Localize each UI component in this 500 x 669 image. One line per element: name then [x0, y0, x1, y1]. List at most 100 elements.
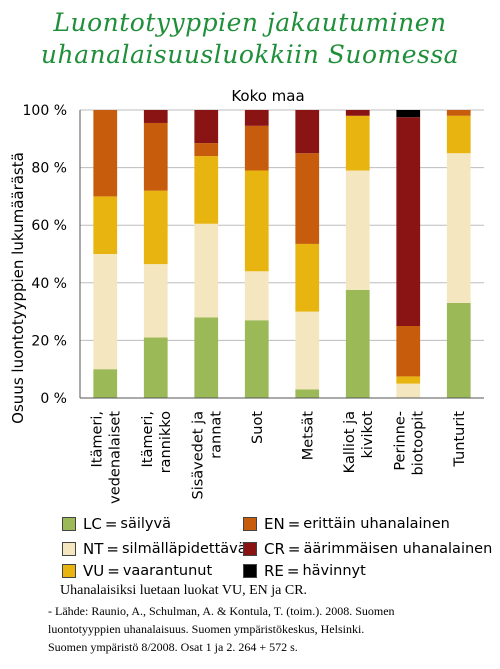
x-tick-label-line: Sisävedet ja [190, 411, 206, 500]
y-tick-label: 40 % [31, 276, 67, 292]
bar-segment-lc [194, 317, 219, 398]
bar-segment-cr [244, 110, 269, 126]
bar-segment-vu [396, 376, 421, 384]
bar-segment-nt [345, 170, 370, 290]
x-tick-label: Metsät [300, 411, 316, 461]
source-line-2: luontotyyppien uhanalaisuus. Suomen ympä… [48, 622, 365, 636]
axes [79, 110, 484, 399]
chart-title: Koko maa [231, 87, 304, 105]
x-tick-label: Sisävedet ja rannat [190, 411, 224, 500]
legend-item-re: RE = hävinnyt [243, 561, 366, 581]
legend-abbr: CR [264, 540, 285, 558]
bar-segment-vu [446, 115, 471, 154]
legend-swatch [62, 542, 76, 556]
bar-segment-cr [143, 110, 168, 123]
x-tick-label-line: Itämeri, [89, 411, 105, 468]
note-text: Uhanalaisiksi luetaan luokat VU, EN ja C… [60, 583, 308, 598]
bar-segment-vu [143, 190, 168, 265]
source-line-1: - Lähde: Raunio, A., Schulman, A. & Kont… [48, 604, 395, 618]
legend-swatch [243, 542, 257, 556]
legend-item-cr: CR = äärimmäisen uhanalainen [243, 539, 492, 559]
legend-abbr: LC [83, 515, 102, 533]
legend-swatch [62, 564, 76, 578]
legend-label: säilyvä [120, 516, 171, 532]
legend-item-nt: NT = silmälläpidettävä [62, 539, 247, 559]
x-tick-label-line: rannikko [158, 411, 174, 474]
bar-segment-re [396, 110, 421, 118]
bar-segment-vu [345, 115, 370, 171]
legend-abbr: RE [264, 562, 284, 580]
legend-equals: = [287, 540, 301, 558]
stacked-bar-chart: Koko maa Osuus luontotyyppien lukumääräs… [9, 87, 484, 504]
x-tick-label: Tunturit [452, 411, 468, 468]
y-tick-label: 80 % [31, 161, 67, 177]
bar-segment-cr [396, 117, 421, 326]
y-axis-label: Osuus luontotyyppien lukumäärästä [9, 152, 27, 424]
x-tick-label-line: Itämeri, [140, 411, 156, 468]
legend-equals: = [106, 540, 119, 558]
x-tick-label-line: Perinne- [392, 411, 408, 471]
bar-segment-cr [295, 110, 320, 154]
legend-item-lc: LC = säilyvä [62, 514, 171, 534]
bar-segment-en [143, 122, 168, 191]
legend-label: silmälläpidettävä [121, 541, 247, 557]
legend-equals: = [107, 562, 120, 580]
bar-segment-nt [295, 311, 320, 390]
bar-segment-en [244, 125, 269, 171]
bar-segment-lc [93, 369, 118, 398]
x-tick-label-line: kivikot [360, 411, 376, 459]
bar-segment-nt [244, 271, 269, 321]
x-tick-label-line: Metsät [300, 411, 316, 461]
bar-segment-vu [194, 156, 219, 224]
legend-abbr: VU [83, 562, 105, 580]
y-tick-labels: 0 % 20 % 40 % 60 % 80 % 100 % [23, 103, 67, 407]
bar-segment-en [396, 326, 421, 377]
legend-label: erittäin uhanalainen [303, 516, 450, 532]
x-tick-label-line: biotoopit [410, 411, 426, 476]
bar-segment-en [295, 153, 320, 244]
bars [93, 110, 471, 398]
bar-segment-cr [194, 110, 219, 144]
bar-segment-lc [345, 290, 370, 398]
x-tick-label: Suot [250, 411, 266, 444]
bar-segment-nt [396, 383, 421, 398]
x-tick-label-line: Tunturit [452, 411, 468, 468]
x-tick-label: Itämeri, rannikko [140, 411, 174, 474]
source-line-3: Suomen ympäristö 8/2008. Osat 1 ja 2. 26… [48, 640, 298, 654]
legend-label: vaarantunut [122, 563, 213, 579]
legend-item-vu: VU = vaarantunut [62, 561, 212, 581]
bar-segment-nt [194, 223, 219, 318]
bar-segment-cr [345, 110, 370, 116]
legend-swatch [243, 517, 257, 531]
legend-swatch [243, 564, 257, 578]
bar-segment-lc [295, 389, 320, 398]
bar-segment-vu [93, 196, 118, 254]
bar-segment-nt [446, 153, 471, 303]
bar-segment-nt [93, 254, 118, 370]
legend-equals: = [104, 515, 118, 533]
legend-abbr: NT [83, 540, 104, 558]
gridlines [80, 109, 484, 341]
bar-segment-nt [143, 264, 168, 338]
x-tick-labels: Itämeri, vedenalaiset Itämeri, rannikko Sisä… [89, 411, 468, 504]
x-tick-label-line: vedenalaiset [107, 411, 123, 504]
title-line-2: uhanalaisuusluokkiin Suomessa [40, 40, 460, 69]
x-tick-label-line: Suot [250, 411, 266, 444]
bar-segment-en [446, 110, 471, 116]
legend-item-en: EN = erittäin uhanalainen [243, 514, 450, 534]
bar-segment-lc [244, 320, 269, 398]
bar-segment-vu [295, 243, 320, 312]
x-tick-label: Perinne-biotoopit [392, 411, 426, 476]
x-tick-label-line: Kalliot ja [342, 411, 358, 473]
bar-segment-lc [446, 302, 471, 398]
y-tick-label: 100 % [23, 103, 67, 119]
x-tick-label: Kalliot ja kivikot [342, 411, 376, 474]
bar-segment-en [93, 110, 118, 197]
legend-equals: = [287, 515, 301, 533]
y-tick-label: 20 % [31, 333, 67, 349]
legend-abbr: EN [264, 515, 285, 533]
legend-label: äärimmäisen uhanalainen [303, 541, 493, 557]
y-tick-label: 60 % [31, 218, 67, 234]
y-tick-label: 0 % [40, 391, 67, 407]
bar-segment-en [194, 143, 219, 157]
